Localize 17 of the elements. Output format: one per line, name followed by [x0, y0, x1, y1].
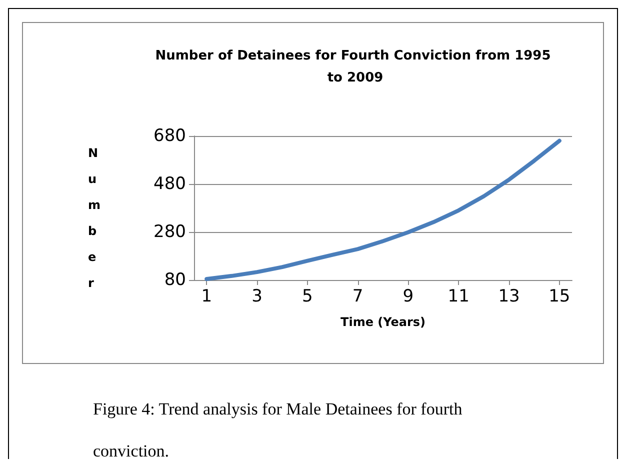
chart-title: Number of Detainees for Fourth Conviction from 1995 to 2009: [155, 48, 551, 86]
x-tick-label: 1: [201, 286, 212, 306]
x-tick-label: 15: [548, 286, 570, 306]
y-tick-label: 680: [154, 126, 186, 146]
line-series: [204, 138, 562, 282]
y-axis-title: Number: [88, 146, 101, 290]
x-tick-label: 7: [352, 286, 364, 306]
text: Figure 4: Trend analysis for Male Detainees for fourth conviction.: [93, 400, 462, 460]
x-tick-label: 11: [448, 286, 470, 306]
x-tick-label: 5: [302, 286, 313, 306]
x-tick-label: 13: [498, 286, 520, 306]
y-tick-label: 280: [154, 222, 186, 242]
y-tick-label: 80: [164, 270, 186, 290]
y-tick-label: 480: [154, 174, 186, 194]
x-tick-label: 9: [402, 286, 414, 306]
x-axis-title: Time (Years): [340, 315, 426, 329]
x-tick-label: 3: [252, 286, 262, 306]
